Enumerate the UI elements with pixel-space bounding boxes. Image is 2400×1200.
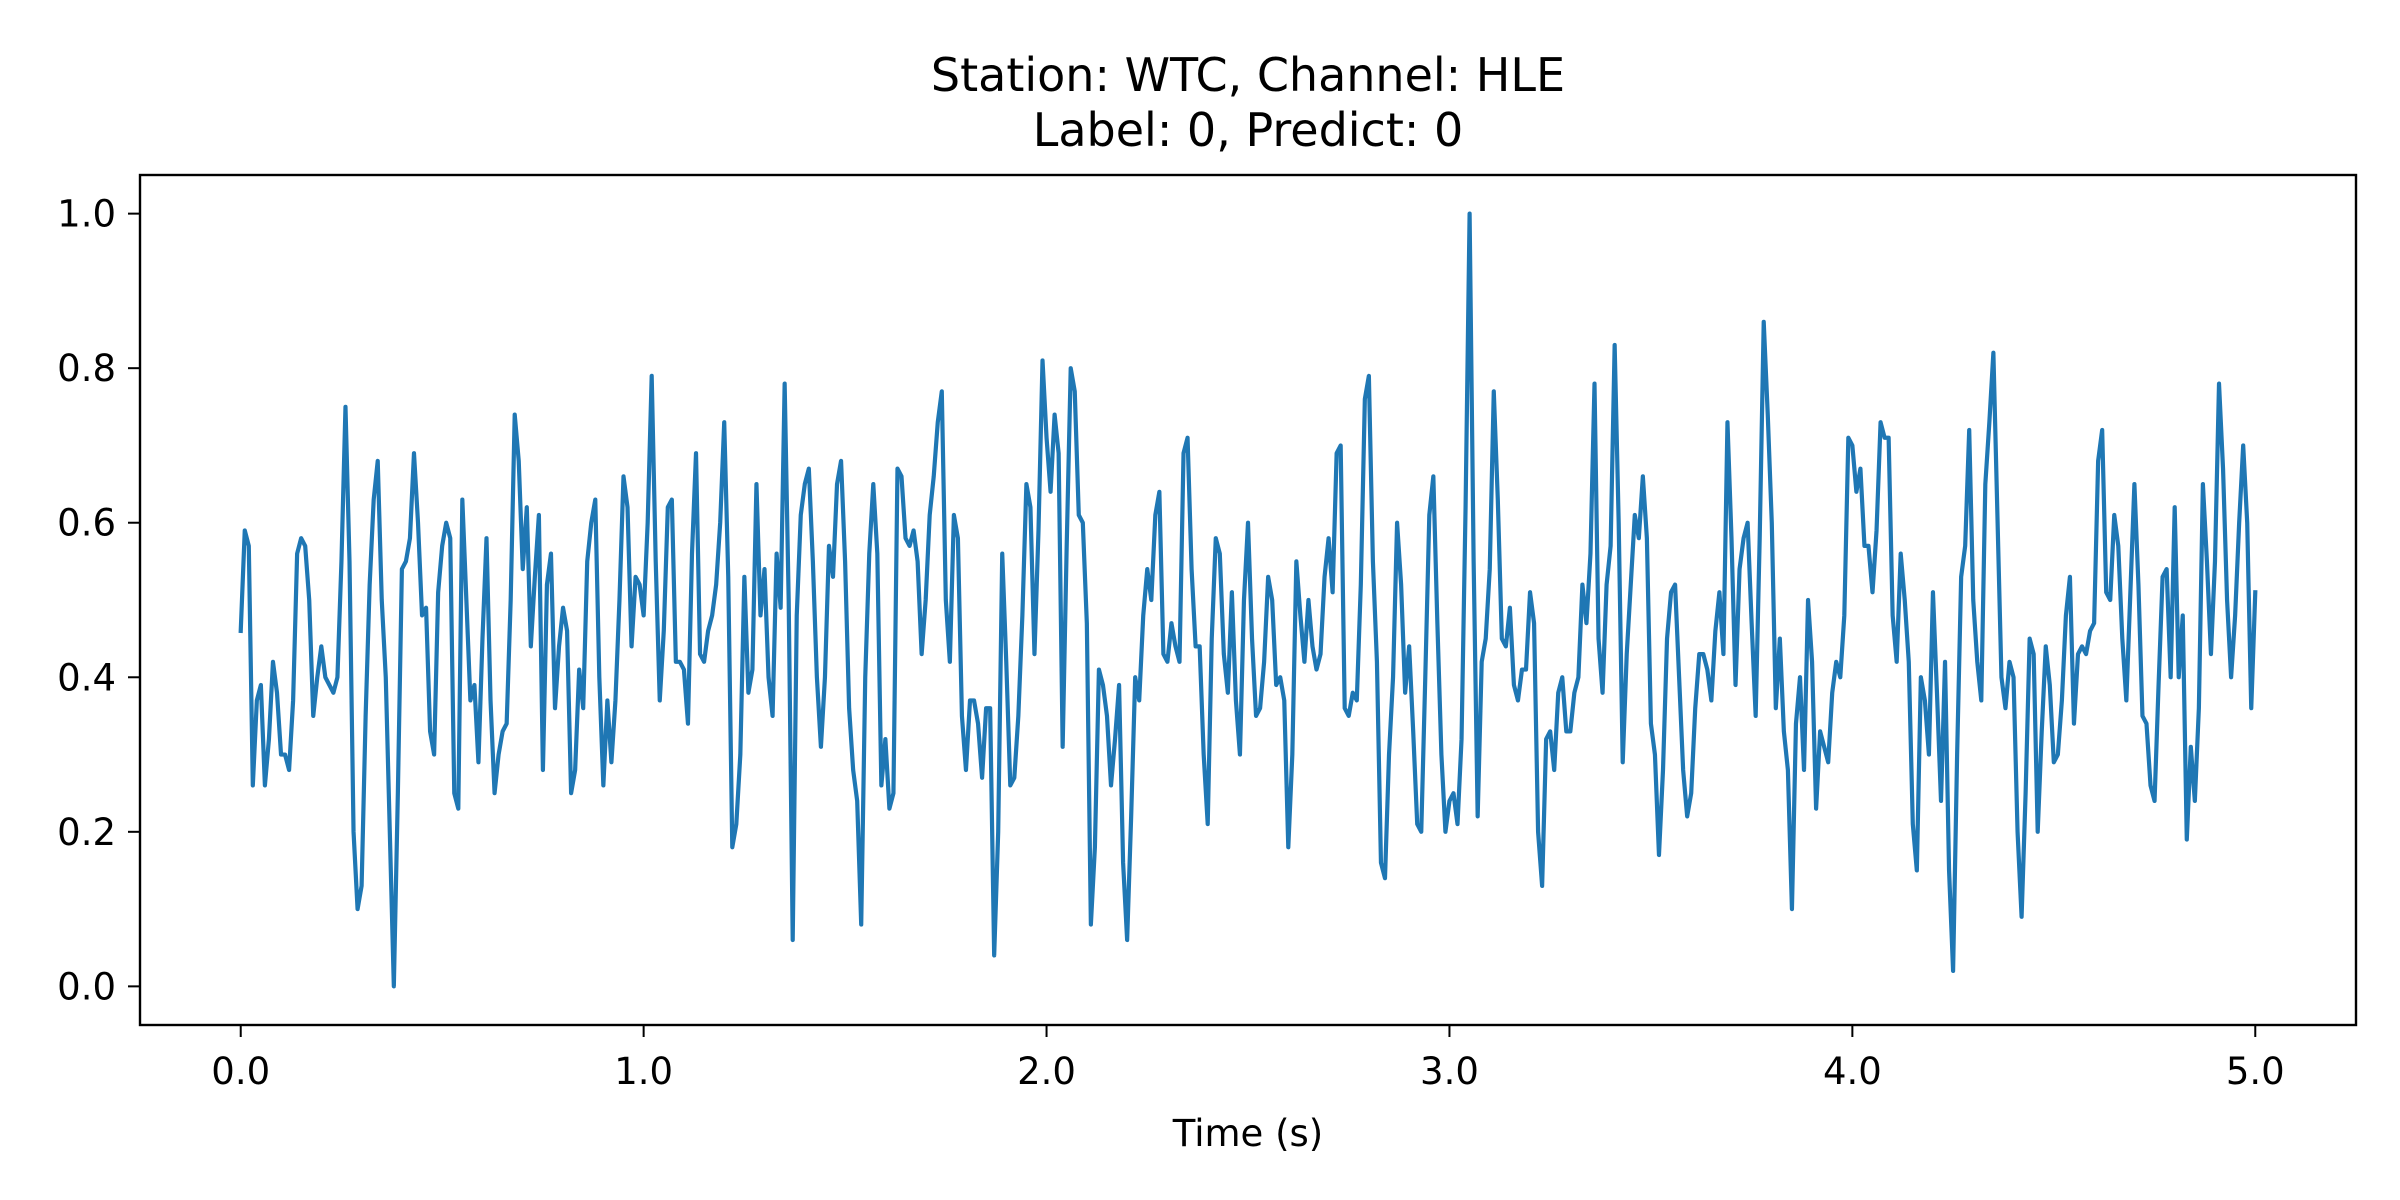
x-tick-label: 5.0 [2226,1050,2285,1093]
x-tick-label: 1.0 [614,1050,673,1093]
y-tick-label: 0.0 [57,965,116,1008]
plot-area [138,173,2358,1027]
y-tick-label: 0.8 [57,347,116,390]
y-tick-label: 1.0 [57,193,116,236]
y-axis-ticks: 0.0 0.2 0.4 0.6 0.8 1.0 [57,193,140,1008]
x-tick-label: 0.0 [211,1050,270,1093]
x-axis-label: Time (s) [1172,1112,1323,1155]
x-axis-ticks: 0.0 1.0 2.0 3.0 4.0 5.0 [211,1025,2285,1093]
y-tick-label: 0.2 [57,811,116,854]
chart-title: Station: WTC, Channel: HLE [931,48,1565,102]
x-tick-label: 2.0 [1017,1050,1076,1093]
x-tick-label: 4.0 [1823,1050,1882,1093]
series-line [238,211,2258,989]
y-tick-label: 0.6 [57,502,116,545]
y-tick-label: 0.4 [57,656,116,699]
x-tick-label: 3.0 [1420,1050,1479,1093]
chart-subtitle: Label: 0, Predict: 0 [1033,103,1464,157]
plot-frame [138,173,2358,1027]
